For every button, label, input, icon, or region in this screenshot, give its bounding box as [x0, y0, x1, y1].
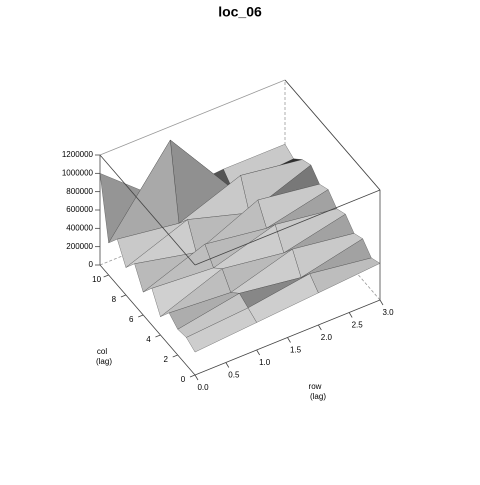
x-tick — [379, 299, 384, 306]
y-tick — [189, 374, 196, 378]
y-tick — [138, 314, 144, 318]
x-tick-label: 0.0 — [197, 383, 209, 392]
z-tick-label: 200000 — [66, 242, 93, 251]
y-tick-label: 10 — [92, 275, 101, 284]
y-tick-label: 0 — [181, 375, 186, 384]
x-tick — [194, 374, 199, 381]
x-tick — [256, 349, 261, 356]
y-tick — [103, 274, 109, 278]
y-tick-label: 6 — [129, 315, 134, 324]
z-tick-label: 800000 — [66, 187, 93, 196]
y-tick-label: 8 — [112, 295, 117, 304]
y-tick — [172, 354, 178, 358]
x-tick-label: 1.5 — [290, 346, 302, 355]
x-tick-label: 2.5 — [352, 321, 364, 330]
y-axis-label: col — [97, 347, 107, 356]
x-axis-label: (lag) — [310, 392, 326, 401]
x-tick-label: 1.0 — [259, 358, 271, 367]
box-edge — [99, 264, 196, 376]
x-tick-label: 2.0 — [321, 333, 333, 342]
y-axis-label: (lag) — [96, 357, 112, 366]
z-tick-label: 600000 — [66, 205, 93, 214]
x-tick-label: 0.5 — [228, 371, 240, 380]
box-edge — [99, 79, 286, 156]
x-tick-label: 3.0 — [382, 308, 394, 317]
z-tick-label: 400000 — [66, 223, 93, 232]
z-tick-label: 0 — [89, 260, 94, 269]
chart-title: loc_06 — [218, 4, 262, 20]
y-tick-label: 2 — [164, 355, 169, 364]
x-axis-label: row — [309, 382, 322, 391]
z-tick-label: 1000000 — [62, 168, 94, 177]
x-tick — [287, 337, 291, 343]
box-edge — [99, 154, 196, 266]
box-edge — [194, 189, 381, 266]
y-tick — [120, 294, 127, 298]
x-tick — [348, 312, 353, 318]
y-tick — [155, 334, 161, 338]
x-tick — [317, 324, 322, 331]
x-tick — [225, 362, 230, 368]
y-tick-label: 4 — [146, 335, 151, 344]
surface-facet — [186, 307, 257, 353]
box-edge — [284, 79, 381, 191]
z-tick-label: 1200000 — [62, 150, 94, 159]
